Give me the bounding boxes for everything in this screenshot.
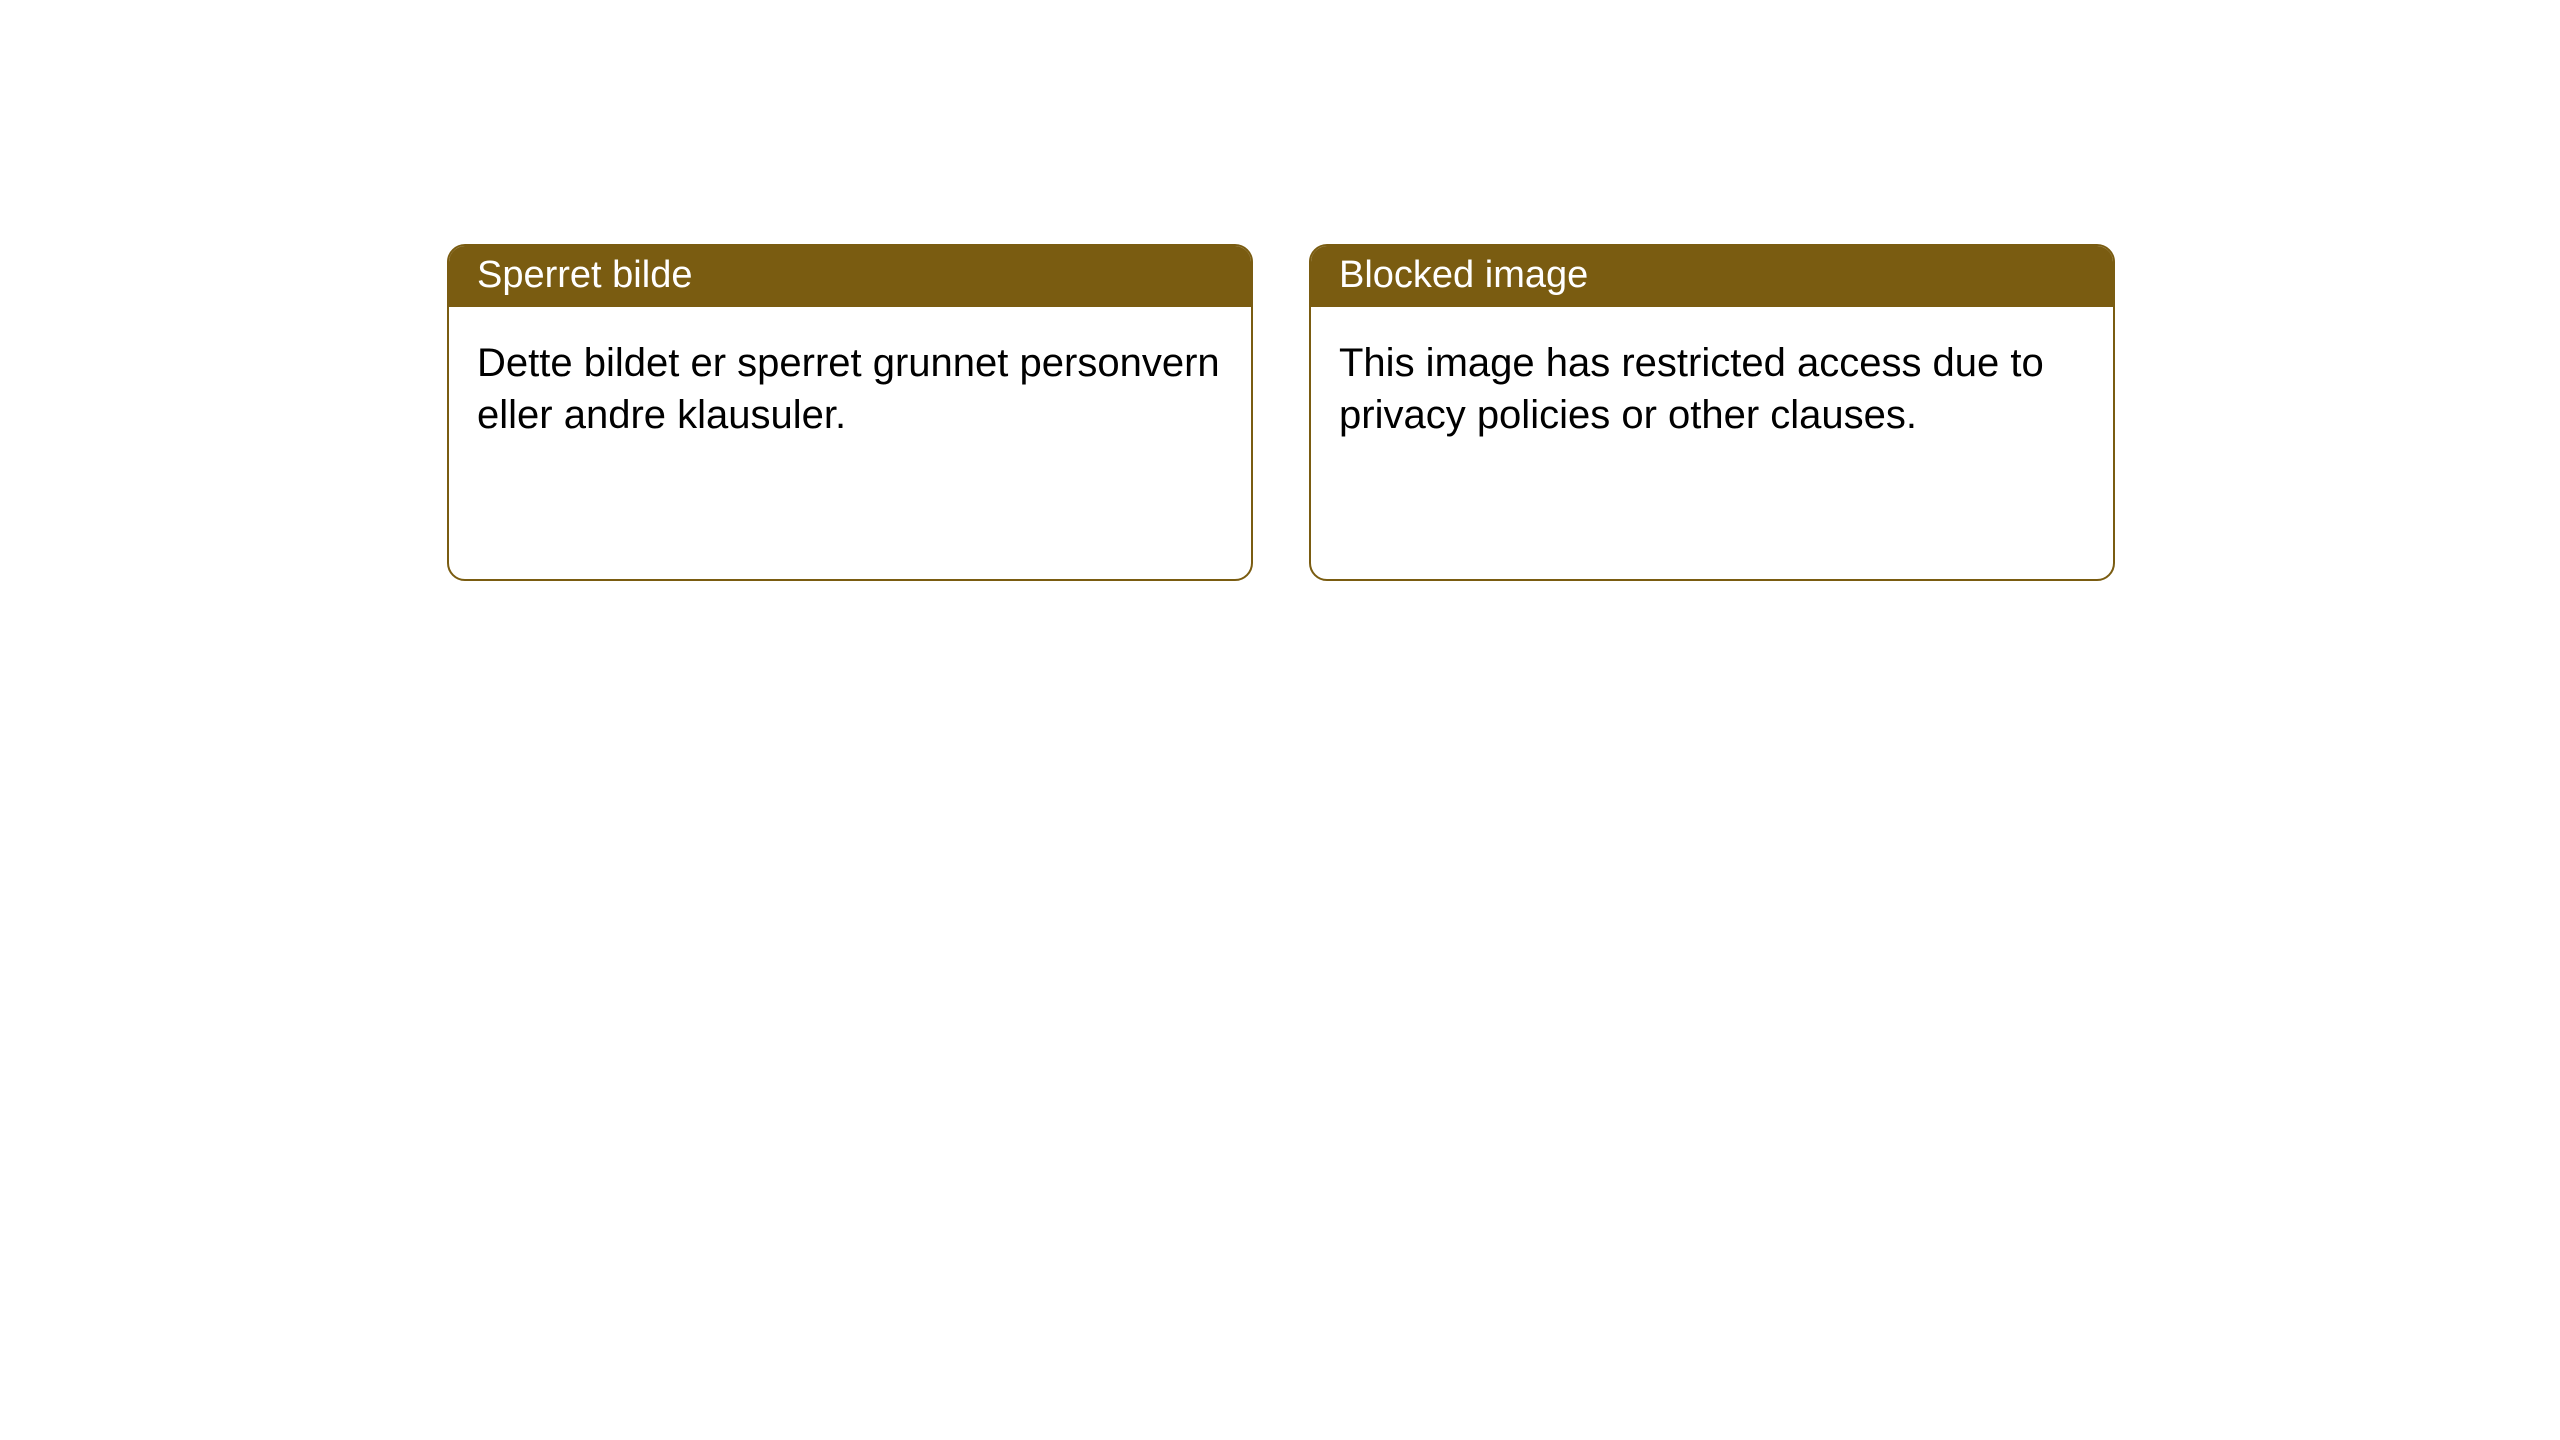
notice-card-norwegian: Sperret bilde Dette bildet er sperret gr… [447, 244, 1253, 581]
notice-header-text: Blocked image [1339, 254, 1588, 296]
notice-body: Dette bildet er sperret grunnet personve… [449, 307, 1251, 471]
notice-body: This image has restricted access due to … [1311, 307, 2113, 471]
notice-header: Sperret bilde [449, 246, 1251, 307]
notice-body-text: This image has restricted access due to … [1339, 341, 2044, 437]
notice-card-english: Blocked image This image has restricted … [1309, 244, 2115, 581]
notice-body-text: Dette bildet er sperret grunnet personve… [477, 341, 1220, 437]
notice-header: Blocked image [1311, 246, 2113, 307]
notice-header-text: Sperret bilde [477, 254, 692, 296]
notice-cards-container: Sperret bilde Dette bildet er sperret gr… [447, 244, 2115, 581]
